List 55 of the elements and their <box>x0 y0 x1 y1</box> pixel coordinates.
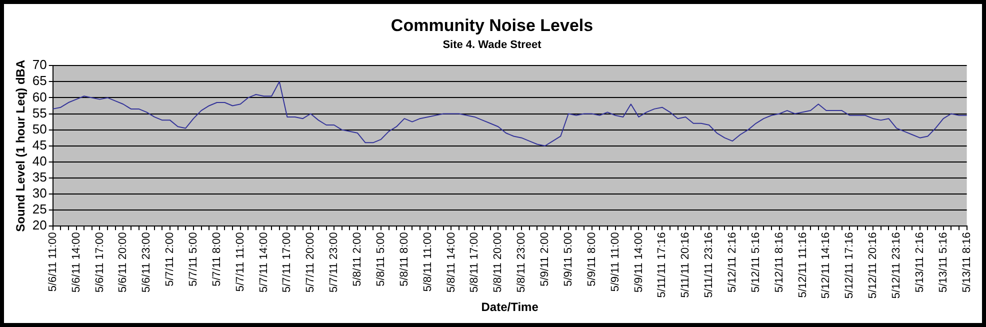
y-tick-label: 50 <box>32 121 47 136</box>
y-tick-label: 20 <box>32 218 47 233</box>
x-tick-label: 5/13/11 5:16 <box>937 232 950 292</box>
chart-subtitle: Site 4. Wade Street <box>442 39 542 52</box>
x-tick-label: 5/6/11 20:00 <box>117 232 130 292</box>
x-tick-label: 5/12/11 14:16 <box>820 232 832 299</box>
x-tick-label: 5/7/11 23:00 <box>328 232 340 292</box>
x-tick-label: 5/11/11 17:16 <box>656 232 668 298</box>
x-tick-label: 5/11/11 23:16 <box>703 232 716 298</box>
x-tick-label: 5/8/11 20:00 <box>492 232 504 292</box>
x-tick-label: 5/13/11 2:16 <box>914 232 926 292</box>
y-tick-label: 65 <box>32 73 47 88</box>
x-tick-label: 5/7/11 11:00 <box>234 232 246 292</box>
y-tick-label: 45 <box>32 137 47 152</box>
x-tick-label: 5/9/11 2:00 <box>539 232 552 286</box>
x-tick-label: 5/8/11 2:00 <box>352 232 364 286</box>
x-tick-label: 5/8/11 8:00 <box>398 232 410 286</box>
x-axis-title: Date/Time <box>481 300 539 314</box>
x-tick-label: 5/12/11 17:16 <box>844 232 856 299</box>
x-tick-label: 5/6/11 14:00 <box>70 232 82 292</box>
x-tick-label: 5/8/11 17:00 <box>468 232 481 292</box>
x-tick-label: 5/8/11 5:00 <box>374 232 387 286</box>
y-tick-label: 55 <box>32 105 47 120</box>
x-tick-label: 5/8/11 11:00 <box>422 232 434 292</box>
x-tick-label: 5/6/11 17:00 <box>94 232 106 292</box>
x-tick-label: 5/12/11 5:16 <box>750 232 762 292</box>
x-tick-label: 5/6/11 11:00 <box>46 232 59 292</box>
y-tick-label: 60 <box>32 89 47 104</box>
chart-title: Community Noise Levels <box>390 16 594 35</box>
y-tick-label: 70 <box>32 57 47 72</box>
y-tick-label: 25 <box>32 202 47 217</box>
x-tick-label: 5/12/11 20:16 <box>867 232 880 299</box>
x-tick-label: 5/13/11 8:16 <box>960 232 973 292</box>
x-tick-label: 5/9/11 14:00 <box>632 232 645 292</box>
x-tick-label: 5/12/11 23:16 <box>890 232 903 299</box>
x-tick-label: 5/9/11 8:00 <box>586 232 598 286</box>
x-tick-label: 5/7/11 2:00 <box>164 232 176 286</box>
y-tick-label: 35 <box>32 170 47 185</box>
x-tick-label: 5/11/11 20:16 <box>680 232 692 298</box>
x-tick-label: 5/6/11 23:00 <box>140 232 153 292</box>
x-tick-label: 5/7/11 20:00 <box>304 232 317 292</box>
y-tick-label: 40 <box>32 154 47 168</box>
x-tick-label: 5/12/11 8:16 <box>773 232 786 292</box>
x-tick-label: 5/12/11 11:16 <box>796 232 809 298</box>
y-axis-title: Sound Level (1 hour Leq) dBA <box>14 60 28 232</box>
x-tick-label: 5/7/11 5:00 <box>187 232 200 286</box>
x-tick-label: 5/9/11 5:00 <box>562 232 574 286</box>
y-tick-label: 30 <box>32 186 47 201</box>
x-tick-label: 5/9/11 11:00 <box>609 232 622 292</box>
x-tick-label: 5/7/11 14:00 <box>258 232 270 292</box>
x-tick-label: 5/8/11 23:00 <box>516 232 528 292</box>
x-tick-label: 5/8/11 14:00 <box>445 232 458 292</box>
x-tick-label: 5/12/11 2:16 <box>726 232 738 292</box>
x-tick-label: 5/7/11 8:00 <box>210 232 223 286</box>
x-tick-label: 5/7/11 17:00 <box>281 232 294 292</box>
